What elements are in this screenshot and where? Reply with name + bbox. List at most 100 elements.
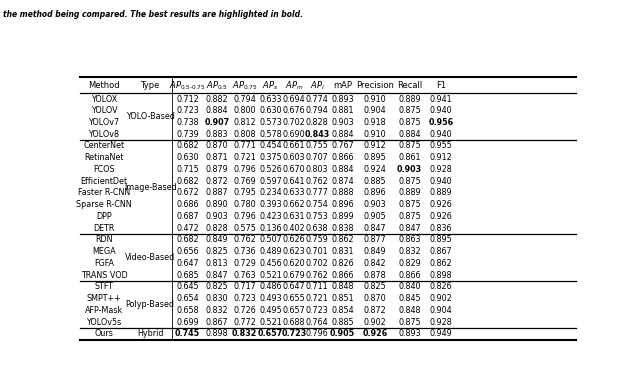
Text: 0.854: 0.854 xyxy=(332,306,354,315)
Text: 0.866: 0.866 xyxy=(332,153,354,162)
Text: YOLOv5s: YOLOv5s xyxy=(86,318,122,326)
Text: 0.848: 0.848 xyxy=(398,306,421,315)
Text: 0.800: 0.800 xyxy=(234,106,256,115)
Text: 0.672: 0.672 xyxy=(176,188,199,198)
Text: DETR: DETR xyxy=(93,224,115,233)
Text: 0.658: 0.658 xyxy=(176,306,199,315)
Text: 0.641: 0.641 xyxy=(283,177,305,186)
Text: 0.912: 0.912 xyxy=(364,142,387,151)
Text: 0.832: 0.832 xyxy=(398,247,421,256)
Text: 0.899: 0.899 xyxy=(332,212,354,221)
Text: 0.826: 0.826 xyxy=(332,259,354,268)
Text: 0.928: 0.928 xyxy=(429,318,452,326)
Text: 0.808: 0.808 xyxy=(234,130,256,139)
Text: Hybrid: Hybrid xyxy=(137,329,163,338)
Text: 0.690: 0.690 xyxy=(283,130,305,139)
Text: RetinaNet: RetinaNet xyxy=(84,153,124,162)
Text: 0.832: 0.832 xyxy=(205,306,228,315)
Text: 0.702: 0.702 xyxy=(283,118,305,127)
Text: $\mathit{AP}_{s}$: $\mathit{AP}_{s}$ xyxy=(262,79,278,92)
Text: 0.620: 0.620 xyxy=(283,259,305,268)
Text: 0.738: 0.738 xyxy=(176,118,199,127)
Text: 0.825: 0.825 xyxy=(364,282,387,291)
Text: 0.903: 0.903 xyxy=(364,200,387,209)
Text: 0.849: 0.849 xyxy=(205,235,228,244)
Text: 0.882: 0.882 xyxy=(205,95,228,104)
Text: 0.902: 0.902 xyxy=(429,294,452,303)
Text: 0.940: 0.940 xyxy=(430,130,452,139)
Text: YOLOv8: YOLOv8 xyxy=(88,130,120,139)
Text: 0.845: 0.845 xyxy=(398,294,421,303)
Text: 0.794: 0.794 xyxy=(234,95,256,104)
Text: 0.777: 0.777 xyxy=(306,188,328,198)
Text: 0.647: 0.647 xyxy=(176,259,199,268)
Text: TRANS VOD: TRANS VOD xyxy=(81,271,127,280)
Text: 0.912: 0.912 xyxy=(429,153,452,162)
Text: 0.898: 0.898 xyxy=(430,271,452,280)
Text: Precision: Precision xyxy=(356,81,394,90)
Text: 0.885: 0.885 xyxy=(364,177,387,186)
Text: 0.903: 0.903 xyxy=(332,118,354,127)
Text: 0.739: 0.739 xyxy=(176,130,199,139)
Text: 0.656: 0.656 xyxy=(176,247,199,256)
Text: 0.662: 0.662 xyxy=(283,200,305,209)
Text: 0.903: 0.903 xyxy=(205,212,228,221)
Text: 0.893: 0.893 xyxy=(332,95,354,104)
Text: 0.638: 0.638 xyxy=(306,224,328,233)
Text: 0.575: 0.575 xyxy=(233,224,256,233)
Text: 0.489: 0.489 xyxy=(259,247,282,256)
Text: 0.867: 0.867 xyxy=(205,318,228,326)
Text: 0.803: 0.803 xyxy=(306,165,328,174)
Text: 0.393: 0.393 xyxy=(259,200,282,209)
Text: Faster R-CNN: Faster R-CNN xyxy=(78,188,130,198)
Text: 0.828: 0.828 xyxy=(306,118,328,127)
Text: 0.875: 0.875 xyxy=(398,142,421,151)
Text: 0.890: 0.890 xyxy=(205,200,228,209)
Text: 0.838: 0.838 xyxy=(332,224,354,233)
Text: Method: Method xyxy=(88,81,120,90)
Text: mAP: mAP xyxy=(333,81,352,90)
Text: 0.870: 0.870 xyxy=(205,142,228,151)
Text: Polyp-Based: Polyp-Based xyxy=(125,300,175,309)
Text: 0.926: 0.926 xyxy=(362,329,388,338)
Text: 0.889: 0.889 xyxy=(398,188,421,198)
Text: 0.898: 0.898 xyxy=(205,329,228,338)
Text: 0.905: 0.905 xyxy=(364,212,387,221)
Text: RDN: RDN xyxy=(95,235,113,244)
Text: Type: Type xyxy=(141,81,160,90)
Text: 0.796: 0.796 xyxy=(306,329,328,338)
Text: 0.842: 0.842 xyxy=(364,259,387,268)
Text: 0.729: 0.729 xyxy=(233,259,256,268)
Text: 0.861: 0.861 xyxy=(398,153,421,162)
Text: YOLOX: YOLOX xyxy=(91,95,117,104)
Text: 0.721: 0.721 xyxy=(306,294,328,303)
Text: 0.655: 0.655 xyxy=(283,294,305,303)
Text: 0.715: 0.715 xyxy=(176,165,199,174)
Text: Ours: Ours xyxy=(95,329,113,338)
Text: 0.688: 0.688 xyxy=(283,318,305,326)
Text: 0.723: 0.723 xyxy=(176,106,199,115)
Text: 0.875: 0.875 xyxy=(398,318,421,326)
Text: 0.884: 0.884 xyxy=(398,130,421,139)
Text: 0.726: 0.726 xyxy=(234,306,256,315)
Text: 0.829: 0.829 xyxy=(398,259,421,268)
Text: 0.573: 0.573 xyxy=(259,118,282,127)
Text: 0.849: 0.849 xyxy=(364,247,387,256)
Text: 0.918: 0.918 xyxy=(364,118,387,127)
Text: 0.654: 0.654 xyxy=(176,294,199,303)
Text: 0.623: 0.623 xyxy=(283,247,305,256)
Text: STFT: STFT xyxy=(95,282,113,291)
Text: 0.879: 0.879 xyxy=(205,165,228,174)
Text: 0.949: 0.949 xyxy=(429,329,452,338)
Text: 0.711: 0.711 xyxy=(306,282,328,291)
Text: 0.626: 0.626 xyxy=(283,235,305,244)
Text: Sparse R-CNN: Sparse R-CNN xyxy=(76,200,132,209)
Text: 0.762: 0.762 xyxy=(306,177,328,186)
Text: 0.769: 0.769 xyxy=(234,177,256,186)
Text: 0.889: 0.889 xyxy=(398,95,421,104)
Text: 0.872: 0.872 xyxy=(364,306,387,315)
Text: 0.907: 0.907 xyxy=(204,118,230,127)
Text: 0.687: 0.687 xyxy=(176,212,199,221)
Text: 0.686: 0.686 xyxy=(177,200,199,209)
Text: 0.881: 0.881 xyxy=(332,106,354,115)
